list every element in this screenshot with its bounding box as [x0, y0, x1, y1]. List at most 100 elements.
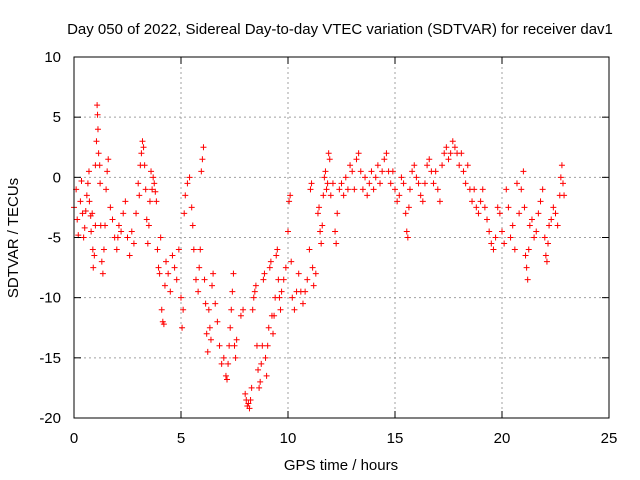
data-point	[214, 318, 221, 325]
data-point	[182, 192, 189, 199]
data-point	[379, 168, 386, 175]
data-point	[152, 188, 159, 195]
data-point	[124, 234, 131, 241]
data-point	[340, 192, 347, 199]
data-point	[451, 144, 458, 151]
data-point	[178, 294, 184, 301]
data-point	[218, 360, 225, 367]
data-point	[94, 102, 101, 109]
data-point	[89, 246, 96, 253]
data-point	[548, 216, 555, 223]
data-point	[163, 258, 170, 265]
data-point	[366, 180, 373, 187]
data-point	[314, 210, 321, 217]
data-point	[228, 306, 235, 313]
data-point	[541, 234, 548, 241]
data-point	[304, 276, 311, 283]
data-point	[148, 168, 155, 175]
data-point	[255, 366, 262, 373]
data-point	[464, 162, 471, 169]
data-point	[531, 234, 538, 241]
data-point	[458, 150, 465, 157]
data-point	[509, 222, 516, 229]
data-point	[557, 174, 564, 181]
data-point	[102, 222, 109, 229]
data-point	[246, 405, 253, 412]
data-point	[516, 210, 523, 217]
data-point	[447, 150, 454, 157]
data-point	[392, 186, 398, 193]
data-point	[248, 384, 255, 391]
data-point	[92, 222, 99, 229]
data-point	[552, 210, 559, 217]
data-point	[135, 180, 142, 187]
data-point	[542, 252, 549, 259]
data-point	[432, 168, 439, 175]
data-point	[524, 276, 531, 283]
data-point	[312, 270, 319, 277]
data-point	[84, 180, 91, 187]
data-point	[91, 252, 98, 259]
data-point	[477, 198, 484, 205]
data-point	[126, 252, 133, 259]
data-point	[286, 198, 293, 205]
data-point	[436, 198, 443, 205]
data-point	[261, 270, 268, 277]
y-tick-label: 10	[44, 49, 61, 66]
data-point	[475, 210, 482, 217]
data-point	[334, 210, 341, 217]
data-point	[280, 276, 287, 283]
data-point	[329, 180, 336, 187]
data-point	[198, 168, 205, 175]
data-point	[462, 180, 469, 187]
data-point	[94, 126, 101, 133]
data-point	[207, 336, 214, 343]
data-point	[95, 150, 102, 157]
data-point	[216, 342, 223, 349]
data-point	[310, 282, 317, 289]
data-point	[488, 240, 495, 247]
data-point	[287, 192, 294, 199]
data-point	[421, 180, 428, 187]
data-point	[496, 210, 503, 217]
data-point	[347, 162, 354, 169]
data-point	[157, 234, 164, 241]
data-point	[210, 270, 217, 277]
data-point	[160, 321, 167, 328]
data-point	[222, 372, 229, 379]
data-point	[492, 234, 499, 241]
data-point	[115, 222, 122, 229]
data-point	[107, 204, 114, 211]
data-point	[554, 222, 561, 229]
data-point	[232, 354, 239, 361]
data-point	[322, 168, 329, 175]
data-point	[242, 390, 249, 397]
data-point	[398, 174, 405, 181]
data-point	[167, 288, 174, 295]
data-point	[196, 264, 203, 271]
data-point	[136, 192, 143, 199]
data-point	[403, 228, 410, 235]
data-point	[145, 222, 152, 229]
y-tick-label: 5	[53, 109, 61, 126]
data-point	[262, 354, 269, 361]
data-point	[520, 168, 527, 175]
x-tick-label: 5	[177, 430, 185, 447]
data-point	[325, 150, 332, 157]
data-point	[308, 180, 315, 187]
data-point	[270, 330, 277, 337]
data-point	[140, 144, 147, 151]
data-point	[266, 264, 273, 271]
data-point	[545, 240, 552, 247]
x-tick-label: 25	[601, 430, 618, 447]
data-point	[387, 180, 394, 187]
data-point	[161, 282, 168, 289]
data-point	[381, 156, 388, 163]
data-point	[93, 138, 100, 145]
data-point	[165, 270, 172, 277]
data-point	[88, 228, 95, 235]
data-point	[179, 324, 186, 331]
data-point	[377, 180, 384, 187]
data-point	[203, 330, 210, 337]
chart-title: Day 050 of 2022, Sidereal Day-to-day VTE…	[67, 21, 613, 38]
